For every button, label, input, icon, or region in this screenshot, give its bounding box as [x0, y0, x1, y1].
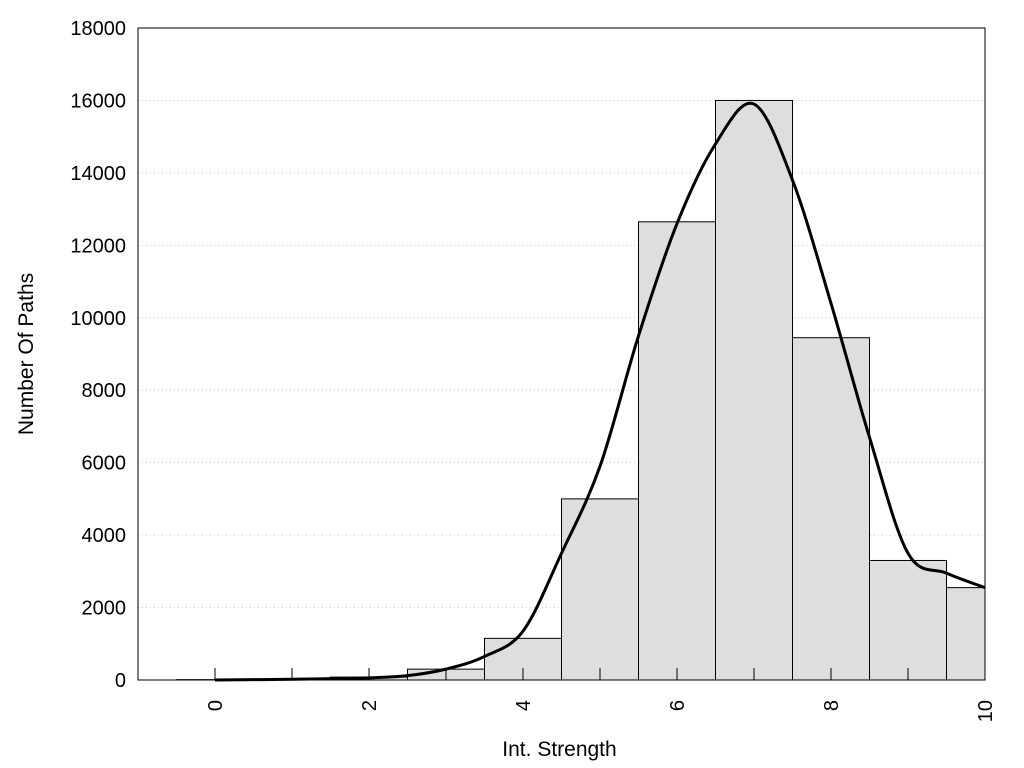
plot-frame [137, 27, 986, 681]
y-axis-title: Number Of Paths [15, 273, 38, 435]
y-tick-label: 2000 [82, 598, 127, 620]
bars-layer [176, 99, 986, 681]
histogram-bar [792, 337, 870, 681]
x-tick-label: 8 [821, 700, 843, 711]
histogram-bar [946, 587, 986, 681]
histogram-bar [638, 221, 716, 681]
y-tick-label: 6000 [82, 453, 127, 475]
x-tick-label: 4 [513, 700, 535, 711]
y-tick-label: 12000 [70, 235, 126, 257]
density-curve [214, 101, 986, 682]
y-tick-label: 14000 [70, 163, 126, 185]
x-tick-label: 6 [667, 700, 689, 711]
histogram-bar [869, 559, 947, 681]
y-tick-label: 10000 [70, 308, 126, 330]
y-tick-label: 4000 [82, 525, 127, 547]
y-tick-label: 16000 [70, 90, 126, 112]
y-tick-label: 18000 [70, 18, 126, 40]
y-ticks: 0 2000 4000 6000 8000 10000 12000 14000 16000 180… [70, 18, 126, 692]
curve-layer [214, 101, 986, 682]
x-axis-title: Int. Strength [502, 738, 616, 761]
histogram-bar [715, 99, 793, 681]
x-tick-label: 10 [975, 700, 997, 722]
y-tick-label: 0 [115, 670, 126, 692]
y-tick-label: 8000 [82, 380, 127, 402]
x-tick-label: 0 [205, 700, 227, 711]
x-tick-label: 2 [359, 700, 381, 711]
x-ticks: 0 2 4 6 8 10 [205, 668, 997, 722]
